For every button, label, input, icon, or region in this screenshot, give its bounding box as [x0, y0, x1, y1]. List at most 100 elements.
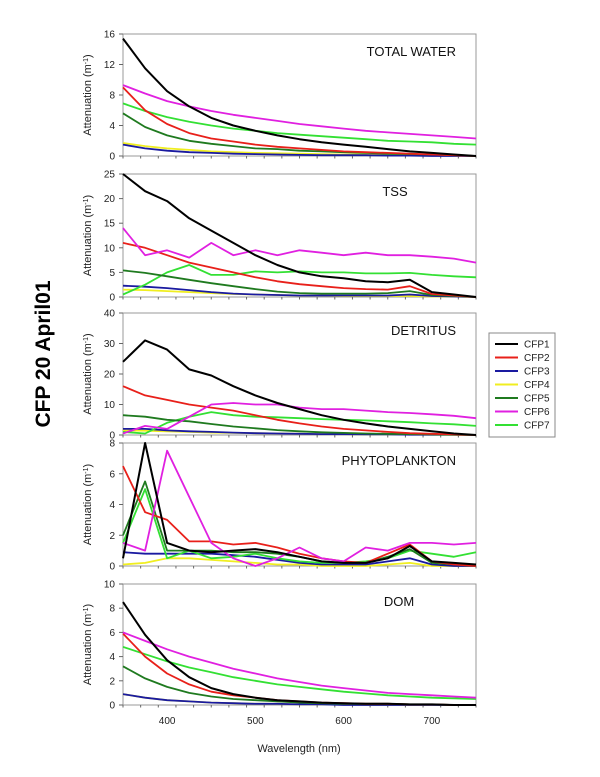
- y-axis-label: Attenuation (m-1): [82, 195, 94, 276]
- y-tick-label: 8: [109, 439, 115, 450]
- series-line-cfp6: [122, 227, 477, 264]
- y-tick-label: 4: [109, 121, 115, 132]
- y-tick-label: 6: [109, 469, 115, 480]
- plot-frame: [122, 583, 477, 706]
- panels-group: 0 4 8 12 16 Attenuation (m-1) TOTAL WATER 0 5 10 1…: [82, 30, 477, 712]
- legend-item-cfp3: CFP3: [495, 367, 550, 378]
- panel-phytoplankton: 0 2 4 6 8 Attenuation (m-1) PHYTOPLANKTON: [82, 439, 477, 573]
- legend-item-cfp1: CFP1: [495, 340, 550, 351]
- y-axis-label-exponent: -1: [83, 337, 90, 343]
- series-line-cfp5: [122, 269, 477, 298]
- panel-title: PHYTOPLANKTON: [342, 453, 456, 468]
- y-tick-label: 10: [104, 243, 116, 254]
- series-line-cfp7: [122, 411, 477, 435]
- legend-label: CFP2: [524, 353, 550, 364]
- series-line-cfp3: [122, 284, 477, 298]
- legend-item-cfp2: CFP2: [495, 353, 550, 364]
- x-tick-label: 700: [424, 716, 441, 727]
- x-axis-ticks: 400 500 600 700: [159, 716, 441, 727]
- legend-item-cfp4: CFP4: [495, 380, 550, 391]
- series-line-cfp6: [122, 84, 477, 140]
- x-tick-label: 600: [335, 716, 352, 727]
- legend-label: CFP3: [524, 367, 550, 378]
- y-tick-label: 20: [104, 370, 116, 381]
- y-tick-label: 0: [109, 152, 115, 163]
- y-tick-label: 20: [104, 194, 116, 205]
- series-line-cfp1: [122, 38, 477, 157]
- y-tick-label: 10: [104, 400, 116, 411]
- y-tick-label: 5: [109, 268, 115, 279]
- y-tick-label: 16: [104, 30, 116, 41]
- y-axis-label: Attenuation (m-1): [82, 333, 94, 414]
- y-axis-label-exponent: -1: [83, 58, 90, 64]
- y-axis-label-close: ): [82, 604, 94, 608]
- series-line-cfp6: [122, 631, 477, 699]
- series-line-cfp2: [122, 385, 477, 436]
- series-line-cfp1: [122, 339, 477, 436]
- y-axis-label: Attenuation (m-1): [82, 464, 94, 545]
- series-line-cfp1: [122, 442, 477, 566]
- y-tick-label: 0: [109, 562, 115, 573]
- series-line-cfp6: [122, 402, 477, 435]
- legend-label: CFP4: [524, 380, 550, 391]
- legend-label: CFP7: [524, 421, 550, 432]
- y-tick-label: 0: [109, 431, 115, 442]
- figure-title: CFP 20 April01: [32, 280, 55, 427]
- y-tick-label: 0: [109, 701, 115, 712]
- series-line-cfp1: [122, 173, 477, 298]
- y-axis-label-close: ): [82, 464, 94, 468]
- panel-detritus: 0 10 20 30 40 Attenuation (m-1) DETRITUS: [82, 309, 477, 442]
- legend-item-cfp7: CFP7: [495, 421, 550, 432]
- series-line-cfp7: [122, 102, 477, 146]
- y-tick-label: 2: [109, 676, 115, 687]
- y-axis-label-exponent: -1: [83, 467, 90, 473]
- y-axis-label-close: ): [82, 333, 94, 337]
- y-axis-label-exponent: -1: [83, 607, 90, 613]
- y-tick-label: 4: [109, 652, 115, 663]
- plot-frame: [122, 442, 477, 567]
- plot-frame: [122, 33, 477, 157]
- x-tick-label: 500: [247, 716, 264, 727]
- series-line-cfp6: [122, 449, 477, 567]
- series-line-cfp4: [122, 557, 476, 567]
- x-tick-label: 400: [159, 716, 176, 727]
- panel-title: DETRITUS: [391, 323, 456, 338]
- panel-title: TOTAL WATER: [367, 44, 456, 59]
- y-tick-label: 40: [104, 309, 116, 320]
- legend-label: CFP1: [524, 340, 550, 351]
- y-tick-label: 8: [109, 604, 115, 615]
- y-tick-label: 12: [104, 60, 116, 71]
- series-line-cfp3: [122, 143, 476, 157]
- series-line-cfp2: [122, 242, 477, 298]
- legend: CFP1 CFP2 CFP3 CFP4 CFP5 CFP6 CFP7: [488, 332, 556, 438]
- y-tick-label: 10: [104, 580, 116, 591]
- y-axis-label-exponent: -1: [83, 198, 90, 204]
- y-tick-label: 25: [104, 170, 116, 181]
- series-line-cfp7: [122, 646, 477, 700]
- panel-dom: 0 2 4 6 8 10 Attenuation (m-1) DOM: [82, 580, 477, 712]
- y-tick-label: 30: [104, 339, 116, 350]
- legend-label: CFP5: [524, 394, 550, 405]
- series-line-cfp1: [122, 601, 476, 706]
- y-tick-label: 0: [109, 293, 115, 304]
- y-tick-label: 4: [109, 500, 115, 511]
- plot-frame: [122, 173, 477, 298]
- legend-item-cfp5: CFP5: [495, 394, 550, 405]
- x-axis-label: Wavelength (nm): [257, 743, 340, 755]
- y-tick-label: 2: [109, 531, 115, 542]
- panel-tss: 0 5 10 15 20 25 Attenuation (m-1) TSS: [82, 170, 477, 304]
- y-axis-label-close: ): [82, 195, 94, 199]
- y-axis-label: Attenuation (m-1): [82, 604, 94, 685]
- panel-title: DOM: [384, 594, 414, 609]
- y-tick-label: 15: [104, 219, 116, 230]
- y-axis-label-close: ): [82, 54, 94, 58]
- y-axis-label: Attenuation (m-1): [82, 54, 94, 135]
- legend-item-cfp6: CFP6: [495, 407, 550, 418]
- y-tick-label: 6: [109, 628, 115, 639]
- plot-frame: [122, 312, 477, 436]
- y-tick-label: 8: [109, 91, 115, 102]
- panel-total-water: 0 4 8 12 16 Attenuation (m-1) TOTAL WATER: [82, 30, 477, 163]
- legend-label: CFP6: [524, 407, 550, 418]
- panel-title: TSS: [382, 184, 408, 199]
